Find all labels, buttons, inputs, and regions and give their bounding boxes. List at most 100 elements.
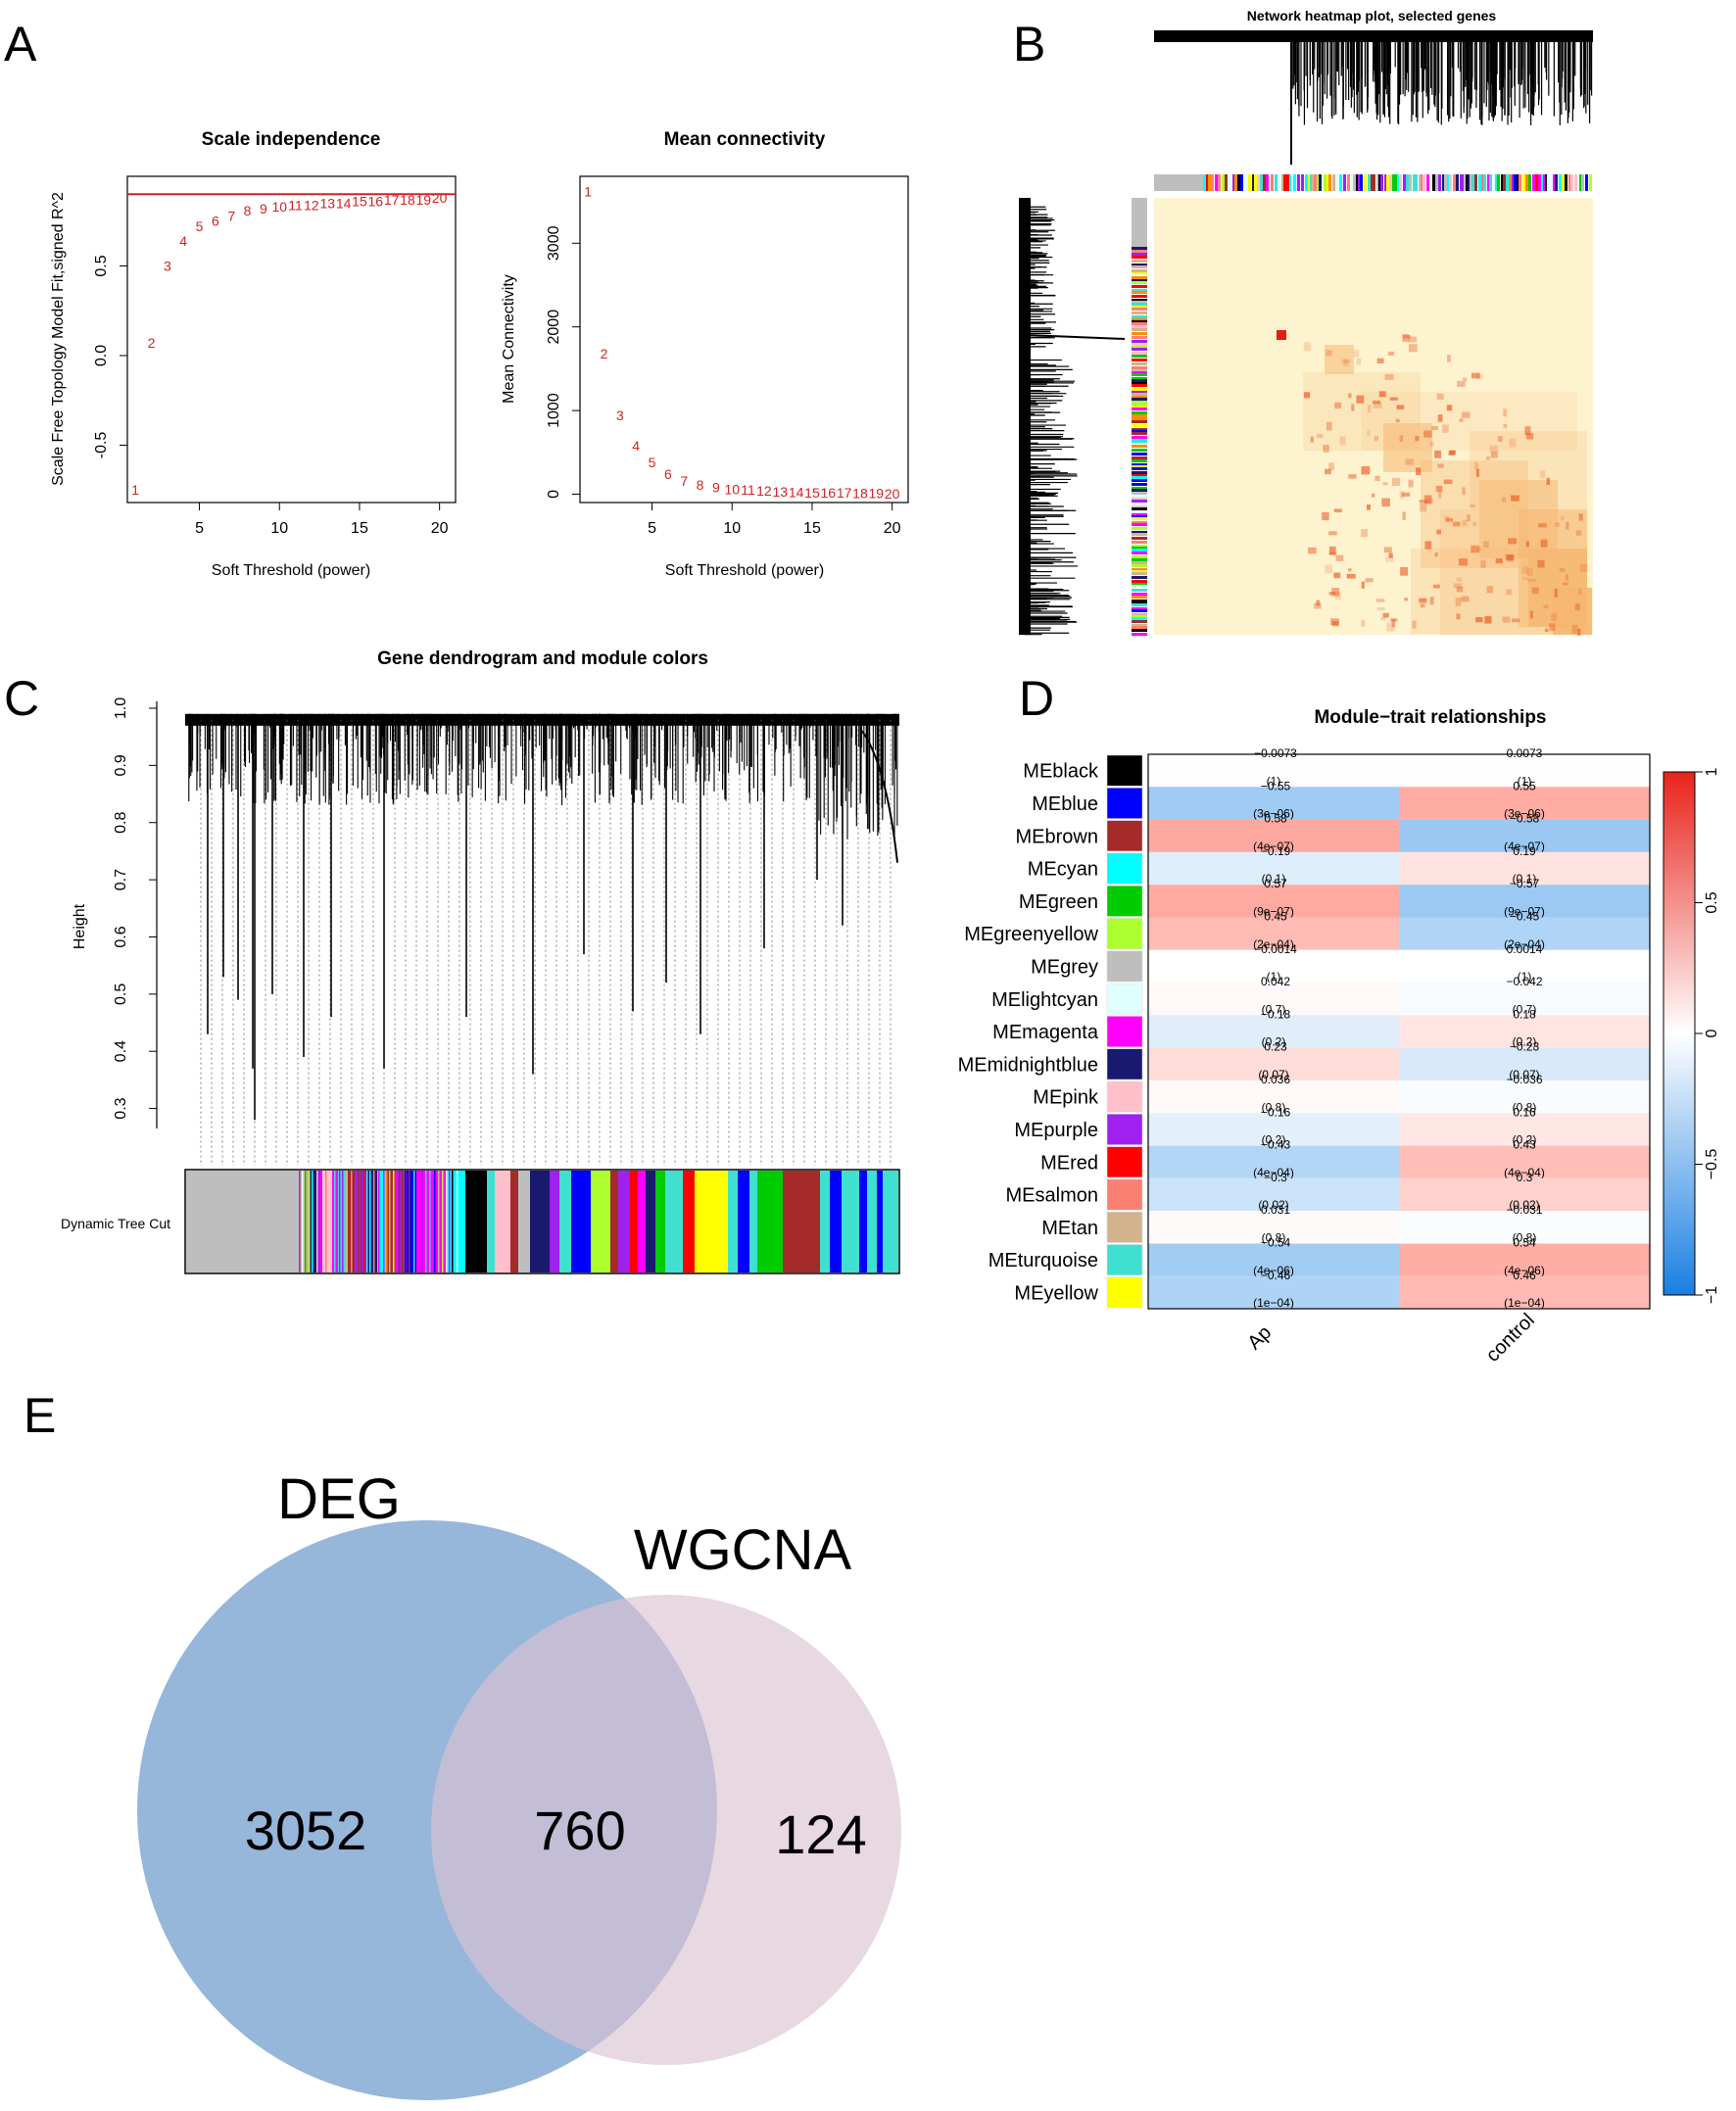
top-color-stripe bbox=[1503, 174, 1506, 191]
cell-pvalue: (0.2) bbox=[1262, 1133, 1286, 1147]
module-color-segment bbox=[646, 1171, 655, 1272]
heat-speck bbox=[1423, 495, 1432, 504]
scale-tick-label: 1 bbox=[1704, 767, 1720, 776]
module-swatch bbox=[1106, 1114, 1143, 1145]
cell-pvalue: (0.07) bbox=[1509, 1068, 1539, 1081]
left-color-stripe bbox=[1132, 453, 1147, 456]
left-color-stripe bbox=[1132, 352, 1147, 355]
top-color-stripe bbox=[1468, 174, 1471, 191]
module-color-stripe bbox=[355, 1171, 357, 1272]
x-tick-label: 5 bbox=[195, 520, 204, 537]
top-color-stripe bbox=[1353, 174, 1356, 191]
module-label: MEtan bbox=[1041, 1218, 1098, 1239]
module-color-stripe bbox=[383, 1171, 385, 1272]
module-label: MEgreenyellow bbox=[964, 924, 1098, 945]
heat-speck bbox=[1506, 554, 1515, 561]
dendro-y-axis: 0.3 0.4 0.5 0.6 0.7 0.8 0.9 1.0 bbox=[113, 697, 157, 1120]
trait-cell bbox=[1148, 819, 1399, 852]
cell-pvalue: (0.7) bbox=[1262, 1002, 1286, 1016]
module-color-segment bbox=[416, 1171, 446, 1272]
heat-speck bbox=[1424, 541, 1432, 550]
x-tick-label: 15 bbox=[803, 520, 821, 537]
top-color-stripe bbox=[1514, 174, 1517, 191]
heat-speck bbox=[1419, 500, 1428, 504]
left-color-stripe bbox=[1132, 600, 1147, 602]
heat-speck bbox=[1356, 395, 1365, 404]
cell-correlation: 0.031 bbox=[1261, 1203, 1290, 1217]
top-color-stripe bbox=[1248, 174, 1251, 191]
module-color-stripe bbox=[358, 1171, 360, 1272]
x-tick-label: 20 bbox=[431, 520, 449, 537]
left-color-stripe bbox=[1132, 626, 1147, 629]
module-color-stripe bbox=[393, 1171, 395, 1272]
heat-speck bbox=[1524, 426, 1531, 436]
heat-speck bbox=[1443, 479, 1453, 485]
left-color-stripe bbox=[1132, 260, 1147, 263]
left-color-stripe bbox=[1132, 629, 1147, 632]
heat-speck bbox=[1334, 402, 1342, 409]
heat-speck bbox=[1449, 450, 1457, 456]
left-color-stripe bbox=[1132, 322, 1147, 325]
cell-pvalue: (1) bbox=[1518, 970, 1532, 984]
module-swatch bbox=[1106, 885, 1143, 917]
top-color-stripe bbox=[1386, 174, 1389, 191]
heat-speck bbox=[1540, 470, 1546, 478]
cell-correlation: −0.58 bbox=[1510, 812, 1540, 826]
point-label: 18 bbox=[400, 192, 415, 208]
conn-y-axis: 0 1000 2000 3000 bbox=[546, 225, 580, 499]
heat-speck bbox=[1571, 624, 1578, 634]
module-swatch bbox=[1106, 918, 1143, 950]
top-color-stripe bbox=[1324, 174, 1326, 191]
top-color-stripe bbox=[1464, 174, 1467, 191]
trait-cell bbox=[1148, 1177, 1399, 1212]
module-color-segment bbox=[867, 1171, 877, 1272]
module-color-segment bbox=[749, 1171, 757, 1272]
left-color-stripe bbox=[1132, 325, 1147, 328]
top-color-stripe bbox=[1487, 174, 1490, 191]
heat-speck bbox=[1396, 405, 1405, 409]
panel-label-d: D bbox=[1019, 671, 1054, 726]
cell-correlation: −0.43 bbox=[1261, 1138, 1291, 1152]
module-color-stripe bbox=[405, 1171, 407, 1272]
y-tick-label: -0.5 bbox=[93, 432, 110, 459]
module-color-segment bbox=[638, 1171, 646, 1272]
heat-speck bbox=[1420, 503, 1427, 512]
point-label: 2 bbox=[148, 335, 156, 351]
top-color-stripe bbox=[1283, 174, 1286, 191]
trait-cell bbox=[1399, 1113, 1650, 1146]
x-tick-label: 10 bbox=[723, 520, 741, 537]
top-color-stripe bbox=[1314, 174, 1317, 191]
cell-correlation: −0.16 bbox=[1261, 1105, 1291, 1119]
left-color-stripe bbox=[1132, 465, 1147, 468]
module-color-stripe bbox=[425, 1171, 427, 1272]
cell-pvalue: (9e−07) bbox=[1253, 905, 1294, 919]
point-label: 10 bbox=[271, 199, 287, 215]
left-color-stripe bbox=[1132, 371, 1147, 374]
heat-speck bbox=[1527, 578, 1536, 582]
heat-speck bbox=[1463, 377, 1468, 382]
heat-speck bbox=[1531, 587, 1539, 595]
module-color-stripe bbox=[309, 1171, 311, 1272]
top-color-stripe bbox=[1229, 174, 1231, 191]
heat-speck bbox=[1348, 393, 1352, 399]
module-color-grey bbox=[186, 1171, 299, 1272]
left-color-stripe bbox=[1132, 601, 1147, 604]
trait-cell bbox=[1399, 1177, 1650, 1212]
top-color-stripe bbox=[1522, 174, 1525, 191]
top-color-stripe bbox=[1478, 174, 1481, 191]
point-label: 15 bbox=[352, 194, 367, 210]
left-color-stripe bbox=[1132, 552, 1147, 554]
trait-column-label: Ap bbox=[1243, 1321, 1276, 1354]
top-color-stripe bbox=[1543, 174, 1546, 191]
top-color-stripe bbox=[1449, 174, 1452, 191]
module-color-stripe bbox=[429, 1171, 431, 1272]
trait-cell bbox=[1148, 1047, 1399, 1080]
left-color-stripe bbox=[1132, 295, 1147, 298]
y-tick-label: 3000 bbox=[546, 225, 562, 261]
left-color-stripe bbox=[1132, 320, 1147, 323]
cell-pvalue: (4e−04) bbox=[1253, 1166, 1294, 1179]
module-color-segment bbox=[299, 1171, 309, 1272]
top-color-stripe bbox=[1456, 174, 1459, 191]
point-label: 11 bbox=[288, 197, 303, 213]
top-color-stripe bbox=[1538, 174, 1541, 191]
